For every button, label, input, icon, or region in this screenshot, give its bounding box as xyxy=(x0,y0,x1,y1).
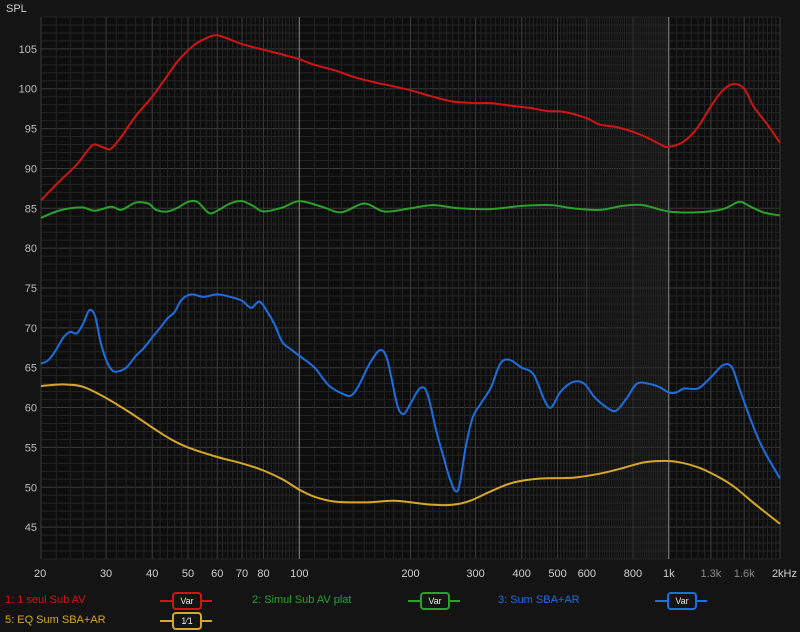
y-tick-labels: 45 50 55 60 65 70 75 80 85 90 95 100 105 xyxy=(19,44,37,534)
var-toggle-button[interactable]: Var xyxy=(160,592,212,610)
y-tick-label: 55 xyxy=(25,442,37,454)
x-tick-label: 1.3k xyxy=(700,568,721,580)
y-tick-label: 60 xyxy=(25,403,37,415)
y-tick-label: 75 xyxy=(25,283,37,295)
x-tick-label: 300 xyxy=(466,568,484,580)
smoothing-label: 1⁄1 xyxy=(172,612,202,630)
x-tick-label: 1.6k xyxy=(734,568,755,580)
series-line-1 xyxy=(40,34,781,201)
y-tick-label: 45 xyxy=(25,522,37,534)
y-tick-label: 50 xyxy=(25,482,37,494)
var-toggle-label: Var xyxy=(420,592,450,610)
x-tick-label: 30 xyxy=(100,568,112,580)
var-toggle-button[interactable]: Var xyxy=(408,592,460,610)
x-tick-label: 50 xyxy=(182,568,194,580)
x-tick-label: 1k xyxy=(663,568,675,580)
var-toggle-label: Var xyxy=(667,592,697,610)
series-line-3 xyxy=(40,293,781,493)
y-tick-label: 105 xyxy=(19,44,37,56)
x-tick-label: 20 xyxy=(34,568,46,580)
y-tick-label: 65 xyxy=(25,363,37,375)
x-tick-label: 500 xyxy=(548,568,566,580)
y-tick-label: 85 xyxy=(25,203,37,215)
legend-label: 1: 1 seul Sub AV xyxy=(5,594,86,606)
x-tick-labels: 20 30 40 50 60 70 80 100 200 300 400 500 600 800 1k 1.3… xyxy=(34,568,797,580)
legend-label: 5: EQ Sum SBA+AR xyxy=(5,614,106,626)
y-axis-label: SPL xyxy=(6,3,27,15)
x-tick-label: 70 xyxy=(236,568,248,580)
x-tick-label: 60 xyxy=(211,568,223,580)
x-tick-label: 600 xyxy=(578,568,596,580)
x-tick-label: 2kHz xyxy=(772,568,797,580)
y-tick-label: 70 xyxy=(25,323,37,335)
y-tick-label: 100 xyxy=(19,84,37,96)
x-tick-label: 100 xyxy=(290,568,308,580)
x-tick-label: 80 xyxy=(257,568,269,580)
smoothing-button[interactable]: 1⁄1 xyxy=(160,612,212,630)
legend-label: 2: Simul Sub AV plat xyxy=(252,594,352,606)
x-tick-label: 800 xyxy=(624,568,642,580)
series-line-2 xyxy=(40,199,781,219)
legend: 1: 1 seul Sub AV Var 2: Simul Sub AV pla… xyxy=(0,590,800,632)
var-toggle-label: Var xyxy=(172,592,202,610)
spl-chart: 45 50 55 60 65 70 75 80 85 90 95 100 105 20 30 40 50 60 7… xyxy=(19,16,797,580)
series-line-4 xyxy=(40,383,781,525)
x-tick-label: 200 xyxy=(401,568,419,580)
y-tick-label: 80 xyxy=(25,243,37,255)
var-toggle-button[interactable]: Var xyxy=(655,592,707,610)
series-lines xyxy=(40,34,781,525)
legend-label: 3: Sum SBA+AR xyxy=(498,594,580,606)
y-tick-label: 95 xyxy=(25,124,37,136)
x-tick-label: 40 xyxy=(146,568,158,580)
y-tick-label: 90 xyxy=(25,163,37,175)
x-tick-label: 400 xyxy=(513,568,531,580)
